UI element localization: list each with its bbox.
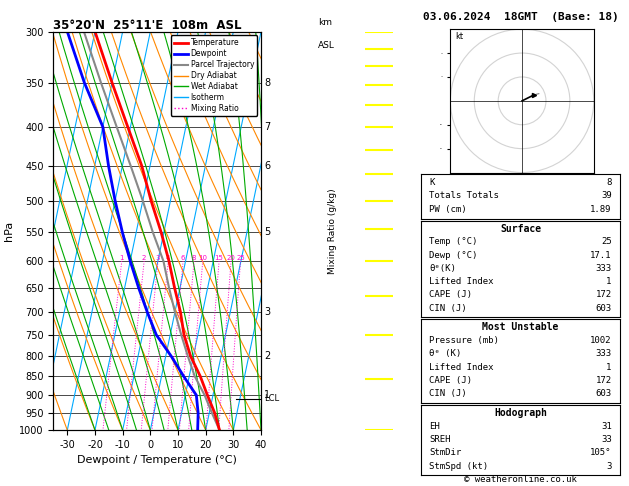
X-axis label: Dewpoint / Temperature (°C): Dewpoint / Temperature (°C) — [77, 455, 237, 466]
Text: 5: 5 — [264, 227, 270, 237]
Text: 3: 3 — [606, 462, 611, 470]
Text: CAPE (J): CAPE (J) — [430, 376, 472, 385]
Text: 35°20'N  25°11'E  108m  ASL: 35°20'N 25°11'E 108m ASL — [53, 18, 242, 32]
Text: 8: 8 — [264, 78, 270, 87]
Text: 3: 3 — [156, 255, 160, 261]
Text: SREH: SREH — [430, 435, 451, 444]
Y-axis label: hPa: hPa — [4, 221, 14, 241]
Text: 17.1: 17.1 — [590, 251, 611, 260]
Text: 1: 1 — [606, 277, 611, 286]
Text: LCL: LCL — [264, 395, 279, 403]
Text: Lifted Index: Lifted Index — [430, 363, 494, 372]
Text: km: km — [318, 17, 331, 27]
Text: 172: 172 — [596, 376, 611, 385]
Text: 1002: 1002 — [590, 336, 611, 345]
Text: CIN (J): CIN (J) — [430, 304, 467, 312]
Text: 7: 7 — [264, 122, 270, 132]
Text: 333: 333 — [596, 264, 611, 273]
Text: Hodograph: Hodograph — [494, 408, 547, 418]
Text: Dewp (°C): Dewp (°C) — [430, 251, 478, 260]
Text: Lifted Index: Lifted Index — [430, 277, 494, 286]
Text: 6: 6 — [181, 255, 186, 261]
Legend: Temperature, Dewpoint, Parcel Trajectory, Dry Adiabat, Wet Adiabat, Isotherm, Mi: Temperature, Dewpoint, Parcel Trajectory… — [171, 35, 257, 116]
Text: 2: 2 — [142, 255, 147, 261]
Text: 105°: 105° — [590, 448, 611, 457]
Text: Most Unstable: Most Unstable — [482, 322, 559, 332]
Text: 603: 603 — [596, 389, 611, 398]
Text: 4: 4 — [166, 255, 170, 261]
Text: Temp (°C): Temp (°C) — [430, 237, 478, 246]
Text: 333: 333 — [596, 349, 611, 358]
Text: 1: 1 — [606, 363, 611, 372]
Text: CAPE (J): CAPE (J) — [430, 290, 472, 299]
Text: 2: 2 — [264, 351, 270, 361]
Text: 31: 31 — [601, 422, 611, 431]
Text: 8: 8 — [192, 255, 196, 261]
Text: StmSpd (kt): StmSpd (kt) — [430, 462, 489, 470]
Text: θᵉ(K): θᵉ(K) — [430, 264, 456, 273]
Text: StmDir: StmDir — [430, 448, 462, 457]
Text: 172: 172 — [596, 290, 611, 299]
Text: 6: 6 — [264, 161, 270, 171]
Text: 1: 1 — [120, 255, 124, 261]
Text: 25: 25 — [601, 237, 611, 246]
Text: 603: 603 — [596, 304, 611, 312]
Text: 1.89: 1.89 — [590, 205, 611, 214]
Text: 8: 8 — [606, 178, 611, 187]
Text: © weatheronline.co.uk: © weatheronline.co.uk — [464, 474, 577, 484]
Text: Totals Totals: Totals Totals — [430, 191, 499, 200]
Text: EH: EH — [430, 422, 440, 431]
Text: Surface: Surface — [500, 224, 541, 234]
Text: 25: 25 — [236, 255, 245, 261]
Text: Pressure (mb): Pressure (mb) — [430, 336, 499, 345]
Text: 20: 20 — [226, 255, 235, 261]
Text: 3: 3 — [264, 307, 270, 317]
Text: 1: 1 — [264, 390, 270, 400]
Text: 33: 33 — [601, 435, 611, 444]
Text: 10: 10 — [198, 255, 208, 261]
Text: θᵉ (K): θᵉ (K) — [430, 349, 462, 358]
Text: 39: 39 — [601, 191, 611, 200]
Text: PW (cm): PW (cm) — [430, 205, 467, 214]
Text: ASL: ASL — [318, 41, 335, 51]
Text: K: K — [430, 178, 435, 187]
Text: Mixing Ratio (g/kg): Mixing Ratio (g/kg) — [328, 188, 337, 274]
Text: 15: 15 — [214, 255, 223, 261]
Text: kt: kt — [455, 32, 464, 41]
Text: CIN (J): CIN (J) — [430, 389, 467, 398]
Text: 03.06.2024  18GMT  (Base: 18): 03.06.2024 18GMT (Base: 18) — [423, 12, 618, 22]
